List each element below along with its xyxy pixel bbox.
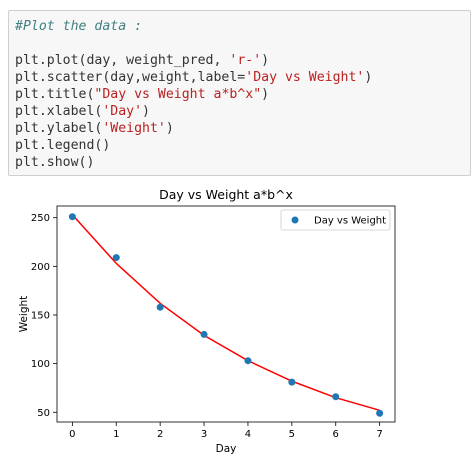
plot-frame [56,205,396,423]
legend-marker [291,216,299,224]
x-tick-label: 5 [289,429,295,440]
code-text: plt.show() [15,155,95,170]
code-string: 'Day vs Weight' [245,70,365,85]
code-text: ) [261,87,270,102]
x-tick-label: 3 [201,429,207,440]
code-string: 'Day' [102,104,143,119]
code-text: plt.scatter(day,weight,label= [15,70,246,85]
x-tick-label: 0 [69,429,75,440]
code-string: 'r-' [229,53,262,68]
code-line: plt.xlabel('Day') [15,103,372,120]
code-cell[interactable]: #Plot the data : plt.plot(day, weight_pre… [8,10,471,176]
x-tick-label: 7 [376,429,382,440]
code-editor[interactable]: #Plot the data : plt.plot(day, weight_pre… [15,18,372,171]
code-text: plt.plot(day, weight_pred, [15,53,230,68]
code-text: ) [364,70,373,85]
x-axis-label: Day [216,443,237,455]
scatter-point [332,393,340,401]
y-tick-label: 100 [31,359,50,370]
code-text: plt.xlabel( [15,104,103,119]
x-tick-label: 6 [333,429,339,440]
x-tick-label: 1 [113,429,119,440]
scatter-point [288,378,296,386]
scatter-point [244,357,252,365]
scatter-point [112,254,120,262]
code-text: ) [142,104,150,119]
y-axis-label: Weight [18,296,30,333]
code-line: plt.legend() [15,137,372,154]
y-tick-label: 200 [31,262,50,273]
code-line: plt.title("Day vs Weight a*b^x") [15,86,372,103]
code-line: plt.show() [15,154,372,171]
scatter-point [376,409,384,417]
chart-title: Day vs Weight a*b^x [159,187,293,202]
code-line: plt.scatter(day,weight,label='Day vs Wei… [15,69,372,86]
x-tick-label: 2 [157,429,163,440]
code-text: ) [261,53,270,68]
y-tick-label: 50 [37,408,50,419]
code-text: plt.ylabel( [15,121,103,136]
y-tick-label: 150 [31,310,50,321]
code-text: plt.title( [15,87,95,102]
scatter-point [68,213,76,221]
legend-label: Day vs Weight [314,216,386,227]
legend-box [280,209,391,231]
scatter-point [156,303,164,311]
y-tick-label: 250 [31,213,50,224]
code-text: ) [165,121,174,136]
code-comment: #Plot the data : [15,19,143,34]
code-string: "Day vs Weight a*b^x" [94,87,262,102]
code-line: plt.ylabel('Weight') [15,120,372,137]
fit-line [71,214,380,412]
code-string: 'Weight' [102,121,166,136]
scatter-point [200,330,208,338]
x-tick-label: 4 [245,429,251,440]
code-text: plt.legend() [15,138,111,153]
code-line: plt.plot(day, weight_pred, 'r-') [15,52,372,69]
